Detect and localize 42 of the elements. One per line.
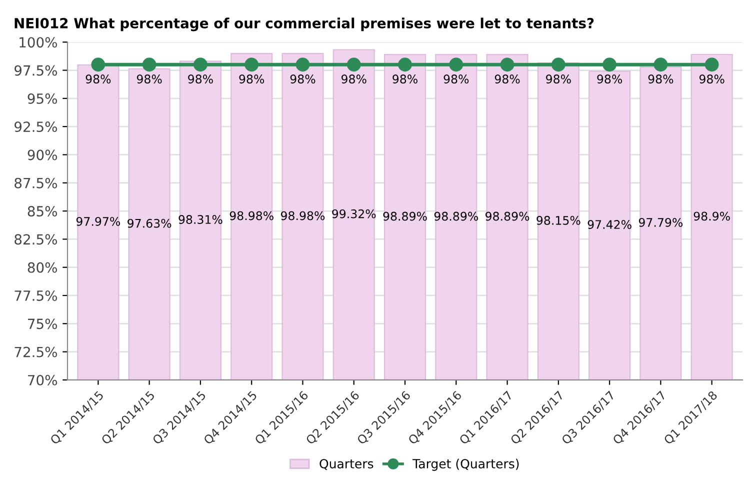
data-label: 98% <box>136 74 162 84</box>
data-label: 98.89% <box>434 212 478 221</box>
data-label: 98.9% <box>694 212 730 221</box>
y-tick-label: 85% <box>28 206 58 216</box>
y-tick-label: 72.5% <box>14 346 58 358</box>
y-tick-label: 95% <box>28 93 58 104</box>
data-label: 98% <box>239 74 264 84</box>
data-label: 97.42% <box>588 220 632 229</box>
data-label: 98% <box>188 74 213 84</box>
data-label: 98% <box>444 74 469 84</box>
data-label: 98.15% <box>536 216 580 225</box>
y-tick-label: 75% <box>28 318 58 330</box>
data-label: 98% <box>597 74 622 84</box>
data-label: 98.89% <box>486 212 530 221</box>
y-tick-label: 87.5% <box>14 178 58 188</box>
y-tick-label: 80% <box>28 262 58 273</box>
data-label: 98% <box>546 74 571 84</box>
data-label: 97.97% <box>76 216 120 226</box>
data-label: 98.98% <box>280 211 325 220</box>
y-tick-label: 90% <box>28 150 58 160</box>
data-label: 98% <box>341 74 366 84</box>
data-label: 98% <box>290 74 316 84</box>
y-tick-label: 97.5% <box>14 65 58 76</box>
data-label: 98.89% <box>383 212 427 221</box>
legend-label: Target (Quarters) <box>412 458 519 471</box>
y-tick-label: 82.5% <box>14 234 58 245</box>
data-label: 99.32% <box>332 209 376 218</box>
y-tick-label: 70% <box>28 374 58 386</box>
y-tick-label: 92.5% <box>14 122 58 132</box>
data-label: 98.98% <box>230 211 274 220</box>
y-tick-label: 100% <box>20 37 58 48</box>
y-tick-label: 77.5% <box>14 290 58 301</box>
data-label: 97.79% <box>638 218 683 227</box>
data-label: 98% <box>494 74 520 84</box>
data-label: 98% <box>392 74 418 84</box>
data-label: 98% <box>648 74 674 84</box>
data-label: 98% <box>86 74 111 84</box>
data-label: 97.63% <box>128 218 172 228</box>
chart-title: NEI012 What percentage of our commercial premises were let to tenants? <box>14 18 594 32</box>
data-label: 98% <box>699 74 724 84</box>
legend-label: Quarters <box>320 458 374 470</box>
data-label: 98.31% <box>178 215 222 224</box>
